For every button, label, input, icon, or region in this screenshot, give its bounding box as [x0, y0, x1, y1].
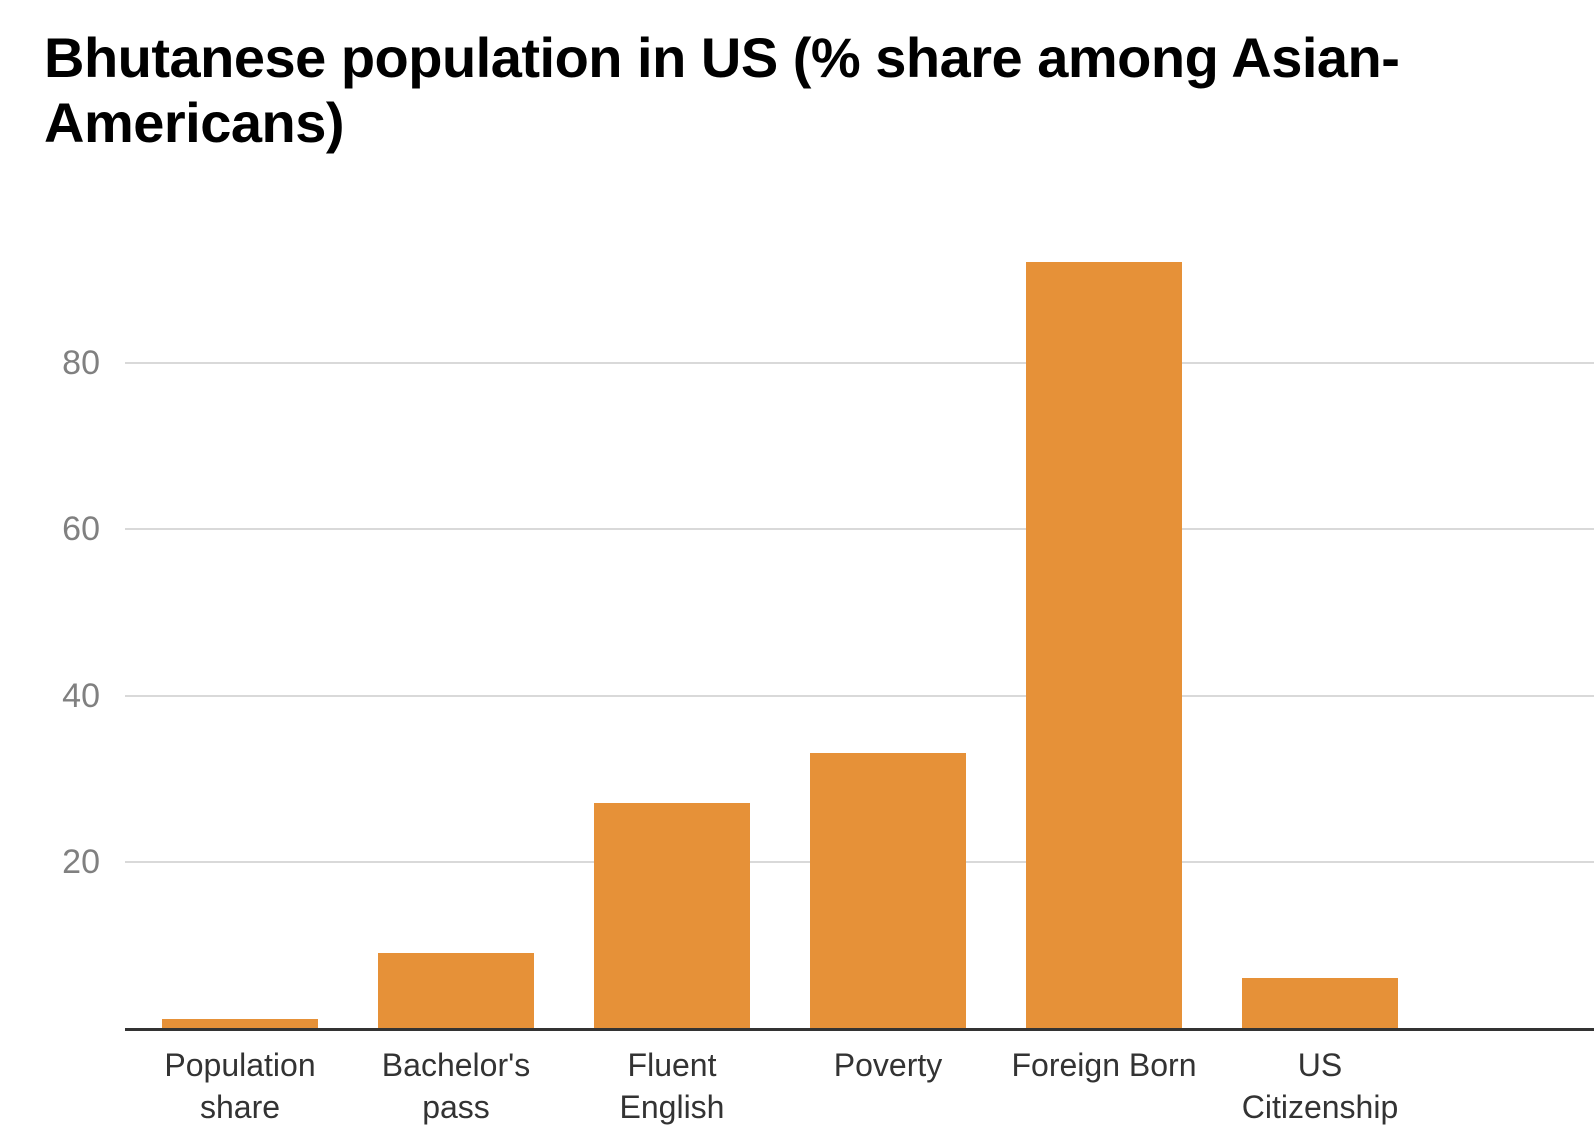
y-tick-label-60: 60: [62, 510, 100, 548]
bar-fluent-english[interactable]: [594, 803, 750, 1028]
bar-population-share[interactable]: [162, 1019, 318, 1028]
chart-title: Bhutanese population in US (% share amon…: [44, 26, 1400, 154]
x-tick-label-bachelor-s-pass: Bachelor's pass: [381, 1047, 531, 1125]
gridline-80: [125, 362, 1594, 364]
x-tick-label-poverty: Poverty: [833, 1047, 943, 1083]
x-tick-label-fluent-english: Fluent English: [619, 1047, 725, 1125]
bar-us-citizenship[interactable]: [1242, 978, 1398, 1028]
bar-foreign-born[interactable]: [1026, 262, 1182, 1028]
x-axis-line: [125, 1028, 1594, 1031]
x-tick-label-foreign-born: Foreign Born: [1011, 1047, 1197, 1083]
bar-poverty[interactable]: [810, 753, 966, 1028]
bar-bachelor-s-pass[interactable]: [378, 953, 534, 1028]
gridline-40: [125, 695, 1594, 697]
y-tick-label-40: 40: [62, 677, 100, 715]
gridline-60: [125, 528, 1594, 530]
x-tick-label-population-share: Population share: [164, 1047, 316, 1125]
x-tick-label-us-citizenship: US Citizenship: [1241, 1047, 1399, 1125]
y-tick-label-80: 80: [62, 344, 100, 382]
y-tick-label-20: 20: [62, 843, 100, 881]
